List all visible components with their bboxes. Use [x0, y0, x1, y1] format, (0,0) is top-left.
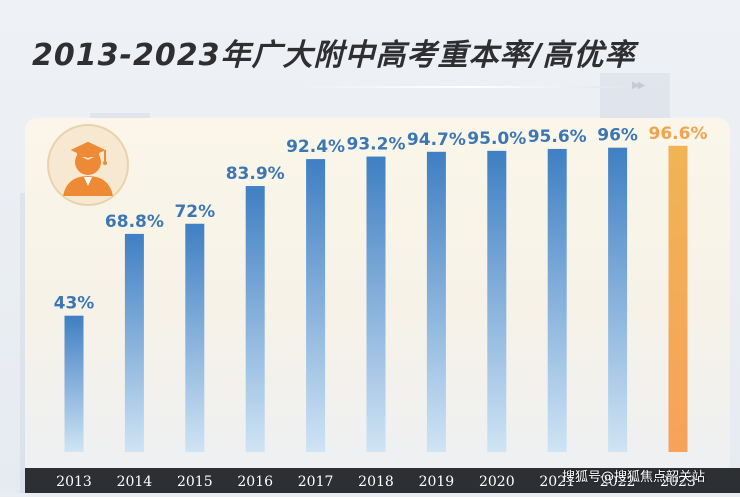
bar-2016	[245, 186, 265, 453]
x-tick-label-2023: 2023	[660, 474, 696, 490]
title-underline	[300, 86, 640, 88]
bar-2022	[608, 147, 628, 452]
data-label-2021: 95.6%	[528, 127, 587, 147]
x-tick-label-2021: 2021	[539, 474, 575, 490]
bar-2021	[547, 148, 567, 452]
x-tick-label-2014: 2014	[117, 474, 153, 490]
bar-2019	[426, 151, 446, 452]
data-label-2019: 94.7%	[407, 130, 466, 150]
x-tick-label-2015: 2015	[177, 474, 213, 490]
x-axis: 2013 2014 2015 2016 2017 2018 2019 2020 2021 2022…	[56, 474, 696, 490]
graduate-cap-icon-graphic	[63, 140, 113, 196]
data-label-2014: 68.8%	[105, 212, 164, 232]
bar-2017	[306, 159, 326, 453]
x-axis-band: 2013 2014 2015 2016 2017 2018 2019 2020 2021 2022…	[25, 468, 740, 493]
bar-2018	[366, 156, 386, 452]
x-tick-label-2013: 2013	[56, 474, 92, 490]
x-tick-label-2016: 2016	[237, 474, 273, 490]
data-label-2017: 92.4%	[286, 137, 345, 157]
bar-2013	[64, 315, 84, 452]
x-tick-label-2022: 2022	[600, 474, 636, 490]
data-label-2016: 83.9%	[226, 164, 285, 184]
x-tick-label-2020: 2020	[479, 474, 515, 490]
data-label-2020: 95.0%	[467, 129, 526, 149]
page-title: 2013-2023年广大附中高考重本率/高优率	[32, 38, 636, 73]
double-chevron-icon: ▶▶	[632, 80, 645, 91]
x-tick-label-2017: 2017	[298, 474, 334, 490]
data-label-2022: 96%	[597, 126, 638, 146]
watermark: 搜狐号@搜狐焦点韶关站	[562, 470, 706, 485]
bar-2014	[124, 233, 144, 452]
data-label-2018: 93.2%	[347, 135, 406, 155]
data-label-2023: 96.6%	[649, 124, 708, 144]
x-tick-label-2018: 2018	[358, 474, 394, 490]
bar-2023	[668, 145, 688, 452]
data-label-2015: 72%	[174, 202, 215, 222]
bar-2015	[185, 223, 205, 452]
x-tick-label-2019: 2019	[419, 474, 455, 490]
bar-2020	[487, 150, 507, 452]
data-label-2013: 43%	[54, 294, 95, 314]
graduate-cap-icon	[47, 124, 129, 206]
